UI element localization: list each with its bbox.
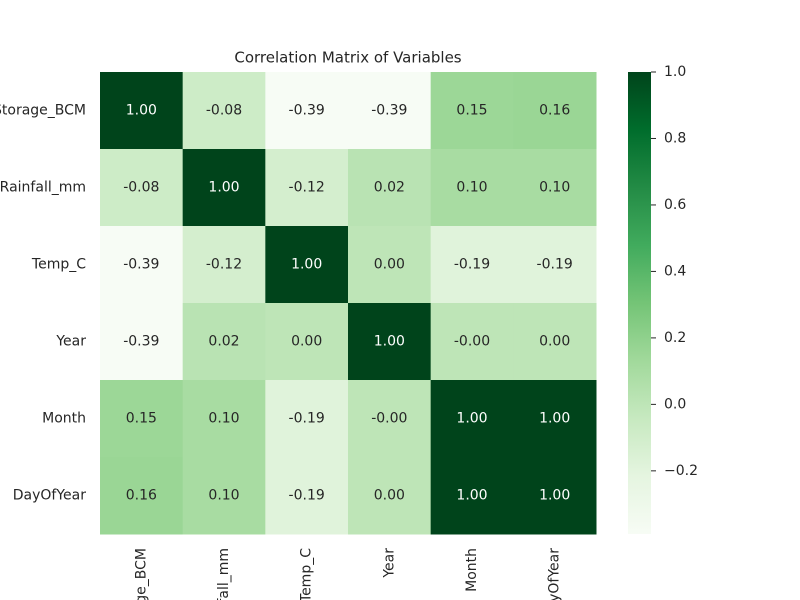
- cell-label: 0.02: [374, 180, 405, 196]
- heatmap-cell: [348, 380, 432, 458]
- heatmap-cell: [100, 226, 184, 304]
- heatmap-cell: [182, 380, 266, 458]
- cell-label: 1.00: [291, 257, 322, 273]
- y-tick-label: Year: [55, 334, 86, 350]
- colorbar-tick-label: 0.4: [664, 263, 686, 279]
- heatmap-cell: [265, 72, 349, 150]
- cell-label: -0.19: [454, 257, 490, 273]
- cell-label: 0.00: [291, 334, 322, 350]
- colorbar-tick-label: 0.6: [664, 197, 686, 213]
- colorbar: [628, 72, 651, 534]
- cell-label: 1.00: [456, 411, 487, 427]
- colorbar-tick-label: 1.0: [664, 64, 686, 80]
- heatmap-cell: [100, 72, 184, 150]
- heatmap-cell: [513, 149, 597, 227]
- heatmap-cell: [430, 226, 514, 304]
- heatmap-cell: [348, 149, 432, 227]
- chart-title: Correlation Matrix of Variables: [234, 49, 461, 67]
- cell-label: 0.00: [539, 334, 570, 350]
- y-tick-label: DayOfYear: [13, 488, 86, 504]
- heatmap-cell: [265, 457, 349, 535]
- cell-label: -0.39: [289, 103, 325, 119]
- cell-label: -0.00: [454, 334, 490, 350]
- heatmap-cell: [430, 457, 514, 535]
- heatmap-cell: [430, 149, 514, 227]
- y-tick-label: Storage_BCM: [0, 103, 86, 119]
- cell-label: -0.39: [123, 334, 159, 350]
- cell-label: -0.19: [289, 488, 325, 504]
- cell-label: -0.12: [289, 180, 325, 196]
- heatmap-cell: [513, 303, 597, 381]
- heatmap-cell: [513, 72, 597, 150]
- cell-label: 0.10: [208, 411, 239, 427]
- colorbar-tick-label: 0.0: [664, 396, 686, 412]
- cell-label: -0.19: [537, 257, 573, 273]
- cell-label: -0.39: [371, 103, 407, 119]
- cell-label: 0.16: [539, 103, 570, 119]
- heatmap-cell: [182, 226, 266, 304]
- heatmap-cell: [100, 457, 184, 535]
- cell-label: -0.00: [371, 411, 407, 427]
- heatmap-cell: [182, 457, 266, 535]
- colorbar-tick-label: −0.2: [664, 463, 698, 479]
- cell-label: -0.39: [123, 257, 159, 273]
- x-tick-label: Rainfall_mm: [216, 548, 232, 600]
- cell-label: 0.15: [456, 103, 487, 119]
- heatmap-cell: [513, 457, 597, 535]
- cell-label: 1.00: [126, 103, 157, 119]
- heatmap-cell: [348, 226, 432, 304]
- heatmap-cell: [182, 149, 266, 227]
- cell-label: 0.02: [208, 334, 239, 350]
- heatmap-cell: [100, 380, 184, 458]
- heatmap-cell: [265, 149, 349, 227]
- heatmap-cell: [513, 226, 597, 304]
- heatmap-cell: [265, 380, 349, 458]
- heatmap-cell: [430, 303, 514, 381]
- cell-label: 0.15: [126, 411, 157, 427]
- cell-label: 0.00: [374, 257, 405, 273]
- cell-label: 1.00: [208, 180, 239, 196]
- heatmap-cell: [182, 72, 266, 150]
- heatmap-cell: [265, 226, 349, 304]
- heatmap-cell: [100, 149, 184, 227]
- y-tick-label: Temp_C: [31, 257, 86, 273]
- x-tick-label: Month: [464, 548, 480, 592]
- cell-label: -0.19: [289, 411, 325, 427]
- cell-label: 0.10: [208, 488, 239, 504]
- x-tick-label: Temp_C: [299, 548, 315, 600]
- heatmap-cell: [348, 72, 432, 150]
- y-tick-label: Rainfall_mm: [0, 180, 86, 196]
- x-tick-label: Storage_BCM: [133, 548, 149, 600]
- cell-label: -0.12: [206, 257, 242, 273]
- colorbar-tick-label: 0.2: [664, 330, 686, 346]
- heatmap-cell: [182, 303, 266, 381]
- colorbar-tick-label: 0.8: [664, 130, 686, 146]
- heatmap-cell: [430, 72, 514, 150]
- x-tick-label: Year: [381, 548, 397, 579]
- cell-label: -0.08: [123, 180, 159, 196]
- x-tick-label: DayOfYear: [547, 548, 563, 600]
- cell-label: 0.10: [456, 180, 487, 196]
- cell-label: 1.00: [539, 411, 570, 427]
- cell-label: 0.00: [374, 488, 405, 504]
- cell-label: 1.00: [374, 334, 405, 350]
- heatmap-cell: [265, 303, 349, 381]
- cell-label: 1.00: [456, 488, 487, 504]
- cell-label: 0.10: [539, 180, 570, 196]
- y-tick-label: Month: [42, 411, 86, 427]
- cell-label: 0.16: [126, 488, 157, 504]
- cell-label: -0.08: [206, 103, 242, 119]
- heatmap-cell: [430, 380, 514, 458]
- heatmap-cell: [348, 457, 432, 535]
- heatmap-cell: [513, 380, 597, 458]
- heatmap-cell: [100, 303, 184, 381]
- cell-label: 1.00: [539, 488, 570, 504]
- heatmap-cell: [348, 303, 432, 381]
